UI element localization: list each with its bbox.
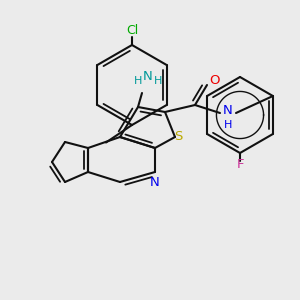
Text: H: H [224, 120, 232, 130]
Text: N: N [223, 104, 233, 118]
Text: Cl: Cl [126, 25, 138, 38]
Text: N: N [150, 176, 160, 188]
Text: H: H [134, 76, 142, 86]
Text: O: O [210, 74, 220, 88]
Text: N: N [143, 70, 153, 83]
Text: F: F [236, 158, 244, 172]
Text: S: S [174, 130, 182, 143]
Text: H: H [154, 76, 162, 86]
